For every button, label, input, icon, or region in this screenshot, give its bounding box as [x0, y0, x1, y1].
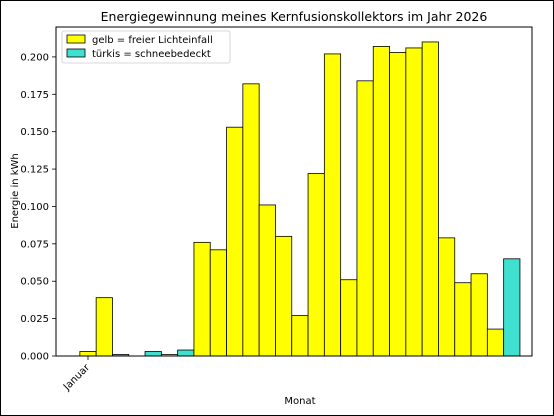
bars-group — [79, 41, 521, 357]
bar — [486, 328, 505, 357]
bar — [144, 351, 162, 357]
bar — [405, 47, 423, 357]
x-axis-label: Monat — [284, 396, 315, 407]
chart-title: Energiegewinnung meines Kernfusionskolle… — [101, 9, 488, 24]
bar — [258, 204, 276, 357]
y-tick-label: 0.175 — [20, 90, 49, 101]
bar — [356, 80, 374, 357]
bar — [454, 282, 472, 357]
x-tick-label: Januar — [61, 362, 93, 394]
bar — [421, 41, 439, 357]
bar — [389, 52, 407, 357]
y-tick-label: 0.150 — [20, 127, 49, 138]
bar — [275, 235, 293, 357]
bar — [209, 249, 227, 357]
y-axis-label: Energie in kWh — [10, 153, 21, 229]
legend-label: gelb = freier Lichteinfall — [92, 35, 213, 46]
y-tick-label: 0.200 — [20, 52, 49, 63]
y-tick-label: 0.050 — [20, 277, 49, 288]
legend: gelb = freier Lichteinfall türkis = schne… — [61, 30, 231, 64]
bar — [291, 315, 309, 357]
bar — [79, 351, 97, 357]
bar — [177, 349, 195, 357]
bar — [503, 258, 521, 357]
bar — [307, 173, 325, 357]
y-tick-label: 0.125 — [20, 165, 49, 176]
legend-swatch — [66, 48, 86, 58]
bar — [372, 46, 390, 357]
legend-label: türkis = schneebedeckt — [92, 49, 211, 60]
legend-swatch — [66, 34, 86, 44]
bar — [323, 53, 342, 357]
y-tick-label: 0.025 — [20, 314, 49, 325]
plot-area-border — [55, 26, 533, 357]
y-tick-label: 0.100 — [20, 202, 49, 213]
legend-box — [61, 30, 231, 64]
bar — [438, 237, 456, 357]
x-axis: Januar — [61, 356, 93, 393]
bar — [95, 297, 113, 357]
bar — [470, 273, 488, 357]
y-tick-label: 0.075 — [20, 239, 49, 250]
bar — [340, 279, 358, 357]
bar — [242, 83, 260, 357]
y-axis: 0.000 0.025 0.050 0.075 0.100 0.125 0.150 0.175… — [20, 52, 56, 363]
y-tick-label: 0.000 — [20, 352, 49, 363]
bar — [226, 126, 244, 357]
bar — [193, 241, 211, 357]
